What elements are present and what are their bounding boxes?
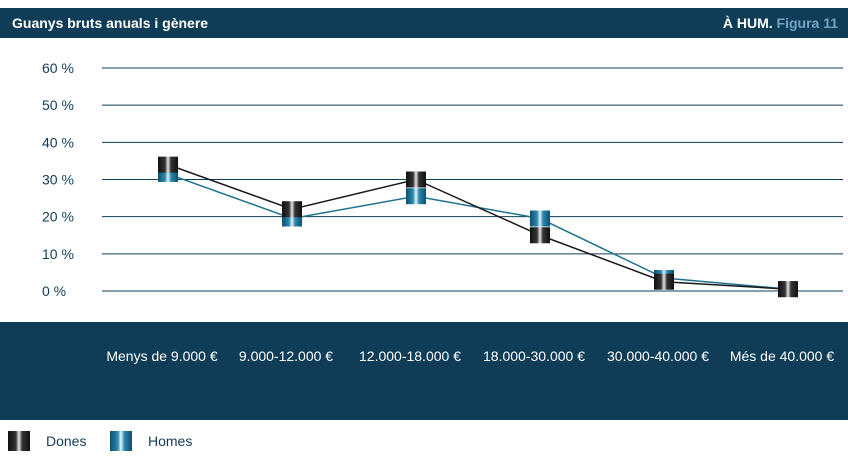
data-point-dones <box>406 171 426 188</box>
series-line-dones <box>167 163 789 290</box>
y-tick-label: 20 % <box>42 209 74 225</box>
source-label: À HUM. <box>722 15 773 31</box>
y-tick-label: 40 % <box>42 134 74 150</box>
marker-layer <box>158 156 798 298</box>
x-axis-band: Menys de 9.000 € 9.000-12.000 € 12.000-18.… <box>0 322 848 420</box>
data-point-dones <box>530 227 550 244</box>
data-point-homes <box>530 210 550 227</box>
legend-swatch-dones <box>8 431 30 451</box>
figure-label: À HUM. Figura 11 <box>723 15 838 31</box>
grid-layer: 0 % 10 % 20 % 30 % 40 % 50 % 60 % <box>42 60 843 299</box>
data-point-homes <box>406 188 426 205</box>
data-point-dones <box>778 281 798 298</box>
x-tick-label: Més de 40.000 € <box>730 348 835 364</box>
chart-title: Guanys bruts anuals i gènere <box>12 15 209 31</box>
legend-label-homes: Homes <box>148 433 193 449</box>
legend-item-homes: Homes <box>110 428 192 454</box>
legend: Dones Homes <box>0 428 848 454</box>
x-tick-label: 18.000-30.000 € <box>483 348 585 364</box>
data-point-dones <box>654 273 674 290</box>
legend-item-dones: Dones <box>8 428 86 454</box>
series-layer <box>167 163 789 290</box>
data-point-dones <box>158 156 178 173</box>
legend-label-dones: Dones <box>46 433 87 449</box>
data-point-dones <box>282 201 302 218</box>
figure-number: Figura 11 <box>776 15 838 31</box>
x-axis: Menys de 9.000 € 9.000-12.000 € 12.000-18.… <box>106 348 835 364</box>
x-tick-label: 9.000-12.000 € <box>239 348 333 364</box>
y-tick-label: 60 % <box>42 60 74 76</box>
y-tick-label: 0 % <box>42 283 66 299</box>
series-line-homes <box>167 173 789 290</box>
x-tick-label: 12.000-18.000 € <box>359 348 461 364</box>
x-tick-label: 30.000-40.000 € <box>607 348 709 364</box>
y-tick-label: 50 % <box>42 97 74 113</box>
x-tick-label: Menys de 9.000 € <box>106 348 218 364</box>
y-tick-label: 10 % <box>42 246 74 262</box>
legend-swatch-homes <box>110 431 132 451</box>
chart-header: Guanys bruts anuals i gènere À HUM. Figu… <box>0 8 848 38</box>
line-chart: 0 % 10 % 20 % 30 % 40 % 50 % 60 % <box>42 60 843 299</box>
y-tick-label: 30 % <box>42 172 74 188</box>
